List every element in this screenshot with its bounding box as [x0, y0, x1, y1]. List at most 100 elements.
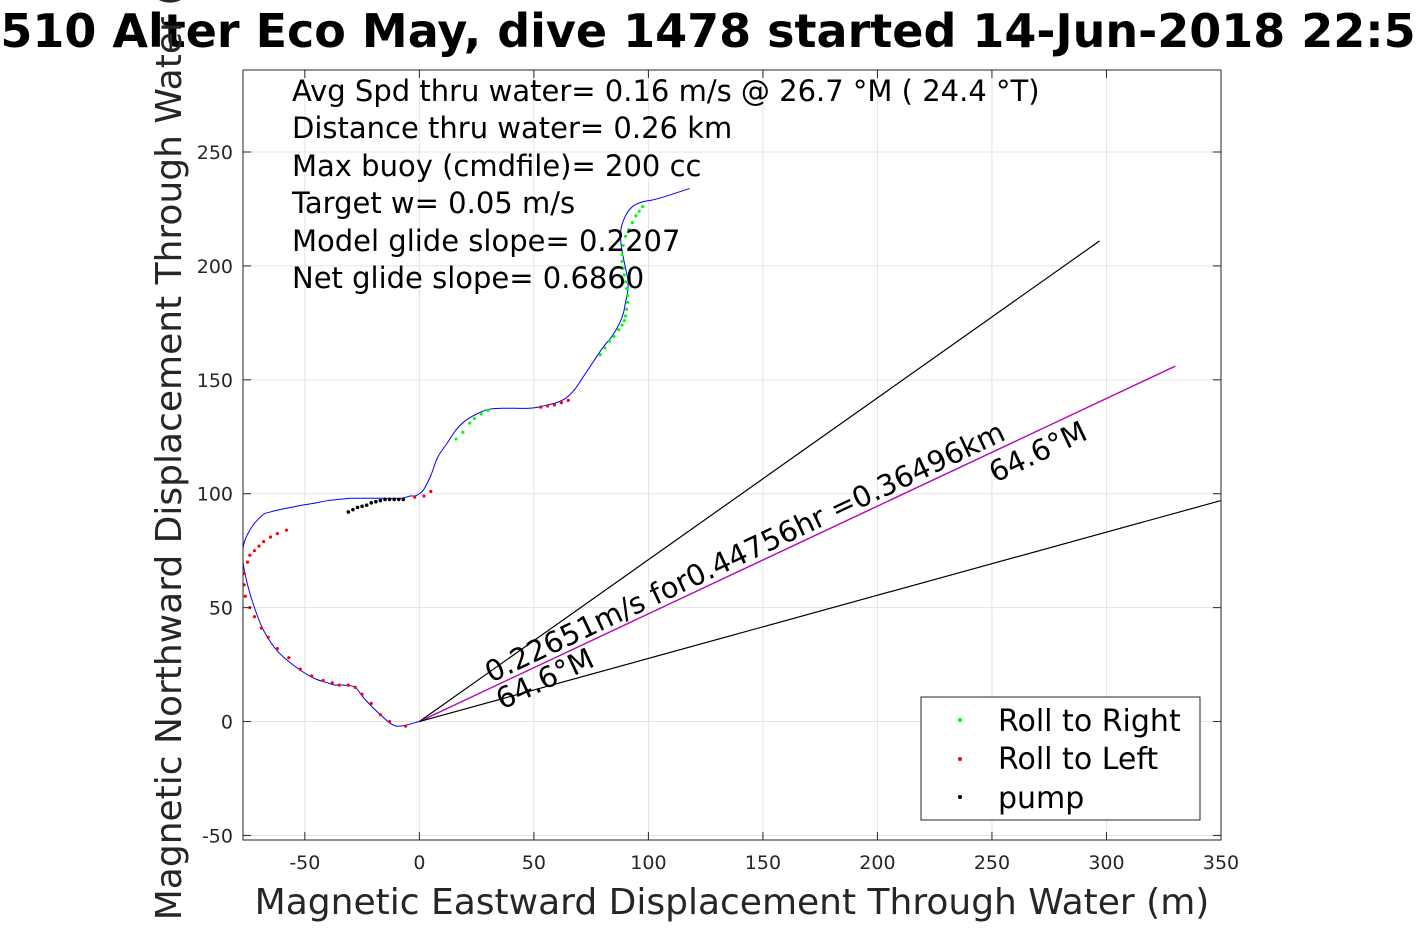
roll-right-point [479, 412, 483, 416]
chart-title: 510 Alter Eco May, dive 1478 started 14-… [0, 4, 1415, 58]
pump-point [374, 499, 378, 504]
pump-point [378, 498, 383, 503]
roll-right-point [486, 408, 490, 413]
roll-right-point [454, 437, 458, 441]
axes-box [242, 69, 1222, 841]
roll-left-point [298, 667, 302, 671]
roll-right-point [630, 221, 634, 225]
legend-label-roll-left: Roll to Left [998, 742, 1158, 777]
x-tick-label: 50 [522, 852, 546, 874]
roll-left-point [268, 535, 273, 539]
roll-left-point [248, 553, 252, 557]
roll-right-point [622, 273, 626, 277]
y-tick-label: 0 [221, 712, 233, 734]
roll-left-point [243, 594, 247, 598]
reference-line-upper-bound [419, 240, 1100, 723]
roll-right-point [623, 234, 628, 238]
x-tick-label: -50 [289, 852, 320, 874]
roll-right-point [626, 300, 630, 304]
roll-left-point [330, 681, 334, 685]
reference-line-vector [419, 365, 1176, 723]
roll-right-point [621, 266, 625, 270]
legend-box [920, 696, 1201, 821]
roll-right-point [622, 318, 626, 323]
pump-point [392, 497, 396, 502]
roll-right-point [623, 314, 628, 318]
pump-point [346, 510, 351, 514]
roll-left-point [546, 404, 550, 408]
roll-right-point [625, 287, 629, 291]
marker-group [242, 205, 645, 728]
roll-left-point [552, 403, 557, 407]
roll-left-point [257, 544, 261, 548]
pump-point [383, 497, 387, 502]
roll-left-point [369, 701, 373, 705]
legend-marker-roll-right [958, 718, 962, 722]
legend-label-roll-right: Roll to Right [998, 704, 1181, 739]
annotation-net-glide: Net glide slope= 0.6860 [292, 261, 644, 295]
x-axis-label: Magnetic Eastward Displacement Through W… [255, 882, 1210, 923]
reference-line-lower-bound [419, 499, 1221, 723]
roll-right-point [612, 334, 616, 339]
roll-left-point [566, 398, 570, 402]
roll-right-point [634, 214, 638, 218]
roll-left-point [262, 539, 266, 544]
legend-label-pump: pump [998, 781, 1084, 816]
roll-left-point [337, 683, 341, 687]
y-tick-label: -50 [202, 825, 233, 847]
annotation-model-glide: Model glide slope= 0.2207 [292, 224, 680, 258]
x-tick-label: 100 [630, 852, 666, 874]
roll-left-point [310, 674, 314, 678]
y-tick-label: 200 [197, 256, 233, 278]
roll-left-point [387, 719, 392, 724]
roll-right-point [607, 339, 612, 343]
x-tick-label: 250 [974, 852, 1010, 874]
y-tick-label: 50 [209, 598, 233, 620]
pump-point [387, 497, 392, 502]
x-tick-label: 200 [859, 852, 895, 874]
pump-point [364, 503, 369, 507]
roll-left-point [284, 528, 289, 532]
x-tick-label: 300 [1088, 852, 1124, 874]
roll-left-point [378, 713, 383, 717]
roll-left-point [266, 635, 270, 639]
roll-right-point [472, 416, 476, 421]
roll-left-point [252, 549, 257, 553]
roll-left-point [275, 531, 279, 536]
roll-right-point [621, 243, 625, 248]
roll-left-point [321, 678, 325, 683]
roll-right-point [641, 205, 645, 209]
roll-right-point [603, 346, 607, 350]
x-tick-label: 350 [1203, 852, 1239, 874]
roll-right-point [620, 323, 624, 327]
pump-point [351, 507, 355, 512]
y-axis-label: Magnetic Northward Displacement Through … [149, 0, 190, 920]
roll-right-point [468, 421, 472, 425]
annotation-distance: Distance thru water= 0.26 km [292, 111, 732, 145]
roll-right-point [627, 227, 631, 232]
roll-left-point [360, 692, 364, 696]
roll-right-point [626, 293, 630, 298]
roll-right-point [637, 209, 641, 213]
legend: Roll to Right Roll to Left pump [920, 696, 1201, 821]
roll-left-point [245, 560, 250, 564]
roll-right-point [620, 252, 624, 257]
pump-point [396, 497, 401, 502]
grid [243, 70, 1222, 840]
legend-marker-pump [958, 795, 962, 799]
roll-left-point [429, 489, 433, 494]
roll-right-point [623, 280, 628, 284]
roll-left-point [404, 724, 408, 728]
roll-left-point [353, 685, 357, 689]
annotation-block: Avg Spd thru water= 0.16 m/s @ 26.7 °M (… [291, 74, 1040, 295]
y-tick-label: 100 [197, 484, 233, 506]
roll-right-point [625, 307, 629, 311]
vector-label: 0.22651m/s for0.44756hr =0.36496km [479, 415, 1010, 690]
roll-right-point [598, 353, 602, 357]
tick-marks [243, 70, 1222, 840]
x-tick-label: 0 [413, 852, 425, 874]
roll-left-point [252, 615, 257, 619]
annotation-max-buoy: Max buoy (cmdfile)= 200 cc [292, 149, 701, 183]
x-tick-label: 150 [745, 852, 781, 874]
tick-labels: -50 0 50 100 150 200 250 300 350 -50 0 50 100 150 200 2… [197, 142, 1239, 874]
